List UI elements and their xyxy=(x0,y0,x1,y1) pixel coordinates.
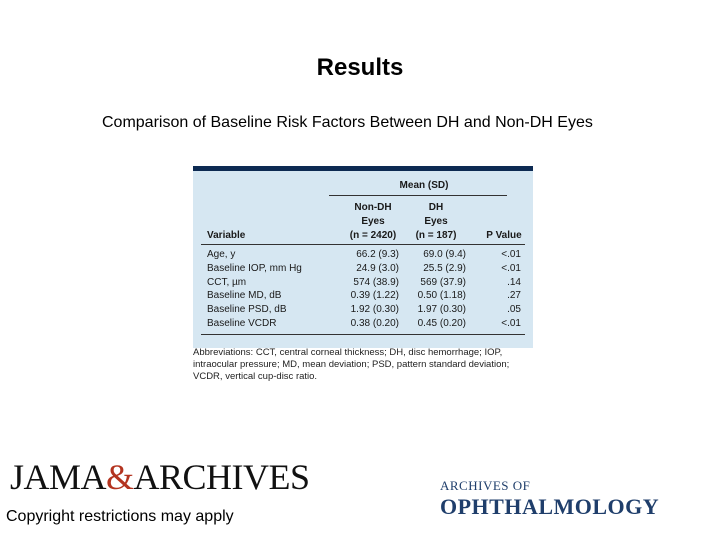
col-p-header: P Value xyxy=(486,230,522,241)
col-non-dh-line2: Eyes xyxy=(361,216,385,227)
results-table: Mean (SD) Non-DH Eyes (n = 2420) DH Eyes… xyxy=(193,166,533,348)
col-dh-header: DH Eyes (n = 187) xyxy=(405,201,467,243)
slide-title: Results xyxy=(316,54,404,81)
cell-p-value: .05 xyxy=(507,304,521,316)
cell-non-dh: 66.2 (9.3) xyxy=(356,249,399,260)
table-row: CCT, µm 574 (38.9) 569 (37.9) .14 xyxy=(201,277,525,290)
table-row: Baseline PSD, dB 1.92 (0.30) 1.97 (0.30) .0… xyxy=(201,304,525,317)
cell-p-value: <.01 xyxy=(501,262,521,274)
col-non-dh-header: Non-DH Eyes (n = 2420) xyxy=(343,201,403,243)
cell-non-dh: 574 (38.9) xyxy=(353,276,399,288)
mean-sd-header: Mean (SD) xyxy=(399,180,449,191)
col-dh-line2: Eyes xyxy=(424,216,448,227)
cell-p-value: .14 xyxy=(507,276,521,288)
ophthalmology-text: OPHTHALMOLOGY xyxy=(440,494,660,519)
cell-non-dh: 24.9 (3.0) xyxy=(356,262,399,274)
abbreviations-note: Abbreviations: CCT, central corneal thic… xyxy=(193,347,510,382)
cell-dh: 25.5 (2.9) xyxy=(423,262,466,274)
archives-of-text: ARCHIVES OF xyxy=(440,478,531,493)
cell-variable: Baseline VCDR xyxy=(207,318,277,329)
cell-variable: Baseline PSD, dB xyxy=(207,304,287,316)
cell-dh: 69.0 (9.4) xyxy=(423,249,466,260)
cell-variable: Baseline IOP, mm Hg xyxy=(207,262,302,274)
col-non-dh-line1: Non-DH xyxy=(354,202,392,213)
cell-variable: Baseline MD, dB xyxy=(207,290,282,302)
jama-logo-text: JAMA xyxy=(10,457,107,497)
header-rule xyxy=(201,244,525,245)
col-dh-line3: (n = 187) xyxy=(415,230,457,241)
cell-dh: 0.50 (1.18) xyxy=(417,290,466,302)
table-row: Baseline MD, dB 0.39 (1.22) 0.50 (1.18) .27 xyxy=(201,290,525,303)
col-dh-line1: DH xyxy=(428,202,444,213)
copyright-notice: Copyright restrictions may apply xyxy=(6,508,234,525)
mean-header-rule xyxy=(329,195,507,196)
archives-logo-text: ARCHIVES xyxy=(133,457,311,497)
cell-p-value: <.01 xyxy=(501,318,521,329)
cell-non-dh: 0.38 (0.20) xyxy=(350,318,399,329)
cell-p-value: <.01 xyxy=(501,249,521,260)
jama-logo-ampersand: & xyxy=(106,457,134,497)
table-row: Baseline VCDR 0.38 (0.20) 0.45 (0.20) <.01 xyxy=(201,318,525,331)
jama-archives-logo: JAMA&ARCHIVES xyxy=(10,456,310,498)
cell-variable: Age, y xyxy=(207,249,236,260)
cell-non-dh: 0.39 (1.22) xyxy=(350,290,399,302)
archives-ophthalmology-logo: ARCHIVES OF OPHTHALMOLOGY xyxy=(440,478,659,520)
table-row: Age, y 66.2 (9.3) 69.0 (9.4) <.01 xyxy=(201,249,525,262)
cell-dh: 569 (37.9) xyxy=(420,276,466,288)
cell-variable: CCT, µm xyxy=(207,276,247,288)
col-non-dh-line3: (n = 2420) xyxy=(349,230,397,241)
slide-subtitle: Comparison of Baseline Risk Factors Betw… xyxy=(102,114,593,131)
bottom-rule xyxy=(201,334,525,335)
cell-dh: 0.45 (0.20) xyxy=(417,318,466,329)
cell-p-value: .27 xyxy=(507,290,521,302)
cell-dh: 1.97 (0.30) xyxy=(417,304,466,316)
col-variable-header: Variable xyxy=(207,230,246,241)
table-row: Baseline IOP, mm Hg 24.9 (3.0) 25.5 (2.9) <… xyxy=(201,263,525,276)
cell-non-dh: 1.92 (0.30) xyxy=(350,304,399,316)
